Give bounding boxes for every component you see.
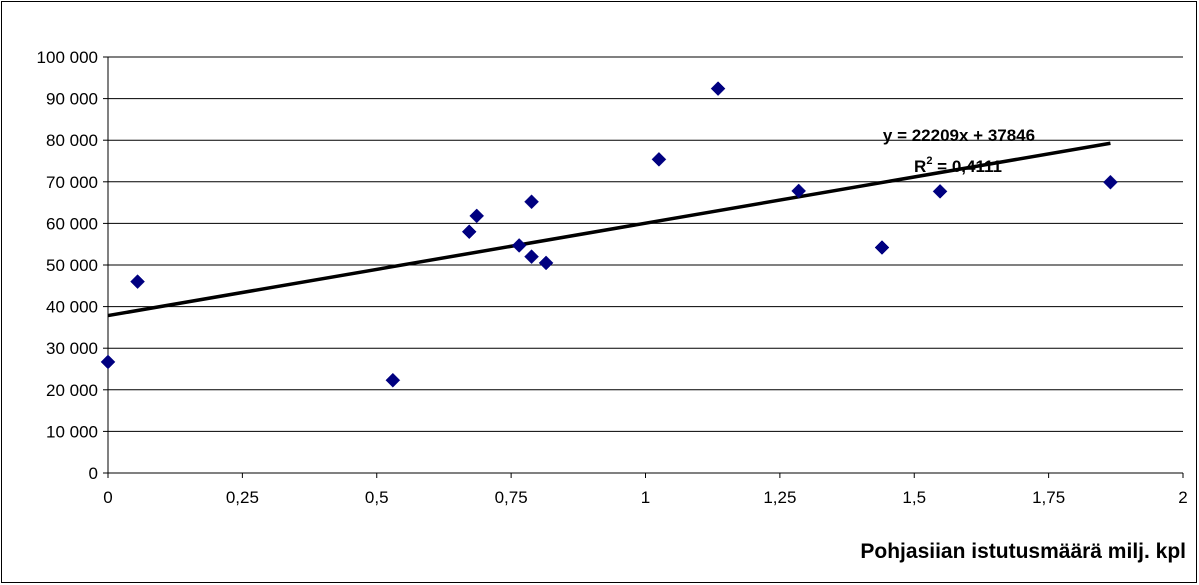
gridlines — [103, 56, 1184, 478]
x-tick-label: 2 — [1178, 488, 1187, 507]
y-tick-label: 70 000 — [46, 173, 98, 192]
data-point — [511, 238, 527, 253]
r-squared-prefix: R — [914, 157, 926, 176]
x-tick-label: 1,5 — [902, 488, 926, 507]
y-tick-label: 60 000 — [46, 214, 98, 233]
tick-labels: 0 10 000 20 000 30 000 40 000 50 000 60 000 70 … — [37, 48, 1188, 507]
y-tick-label: 30 000 — [46, 339, 98, 358]
y-tick-label: 100 000 — [37, 48, 98, 67]
x-tick-label: 1,25 — [763, 488, 796, 507]
x-tick-label: 0,5 — [365, 488, 389, 507]
data-point — [538, 255, 554, 271]
data-point — [524, 194, 539, 210]
y-tick-label: 10 000 — [46, 422, 98, 441]
data-point — [385, 372, 401, 388]
y-tick-label: 50 000 — [46, 256, 98, 275]
data-point — [932, 184, 948, 199]
y-tick-label: 40 000 — [46, 298, 98, 317]
y-tick-label: 80 000 — [46, 131, 98, 150]
data-point — [461, 224, 477, 240]
data-point — [524, 249, 539, 265]
data-points — [100, 81, 1118, 388]
x-tick-label: 0 — [103, 488, 112, 507]
data-point — [1103, 174, 1118, 190]
r-squared-exponent: 2 — [926, 155, 932, 167]
axes — [107, 57, 1183, 474]
trendline — [107, 141, 1111, 318]
data-point — [710, 81, 726, 96]
y-tick-label: 20 000 — [46, 381, 98, 400]
x-axis-title: Pohjasiian istutusmäärä milj. kpl — [860, 540, 1186, 563]
data-point — [791, 183, 807, 199]
r-squared-value: = 0,4111 — [932, 157, 1002, 176]
x-tick-label: 0,25 — [226, 488, 259, 507]
data-point — [100, 354, 116, 370]
data-point — [130, 274, 145, 289]
x-tick-label: 1,75 — [1032, 488, 1065, 507]
data-point — [651, 151, 667, 167]
r-squared-label: R2 = 0,4111 — [914, 155, 1002, 176]
y-tick-label: 90 000 — [46, 90, 98, 109]
data-point — [874, 240, 890, 255]
y-tick-label: 0 — [89, 464, 98, 483]
trendline-group — [107, 141, 1111, 318]
data-point — [469, 208, 485, 224]
x-tick-label: 1 — [641, 488, 650, 507]
x-tick-label: 0,75 — [495, 488, 528, 507]
trendline-equation: y = 22209x + 37846 — [883, 126, 1035, 145]
